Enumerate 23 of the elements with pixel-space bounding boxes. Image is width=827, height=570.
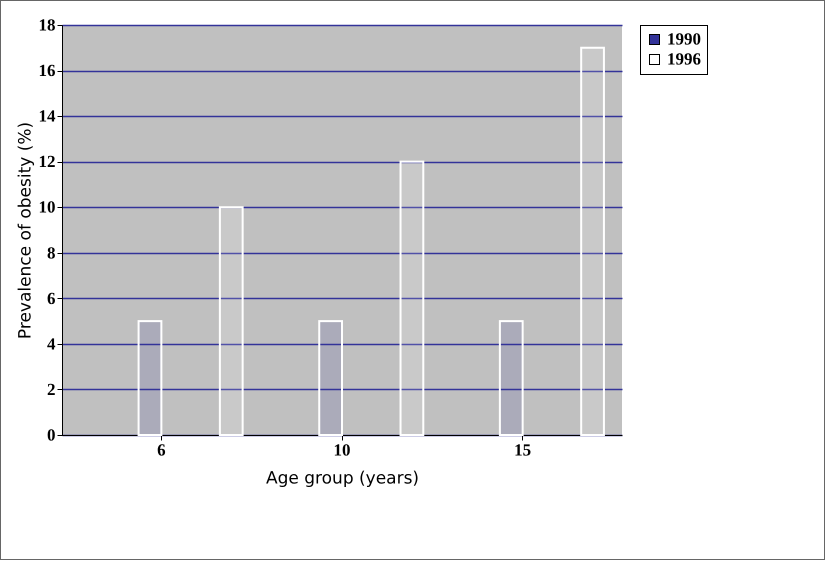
y-tick-label: 18	[38, 16, 56, 34]
bar	[580, 46, 605, 436]
y-tick-label: 4	[47, 334, 56, 354]
y-tick-label: 2	[47, 380, 56, 399]
y-axis-title: Prevalence of obesity (%)	[16, 122, 36, 340]
bar	[400, 160, 424, 436]
y-tick-label: 0	[47, 426, 56, 444]
bar	[318, 320, 343, 436]
bar	[498, 320, 524, 436]
legend-label: 1990	[667, 30, 701, 48]
x-axis-title: Age group (years)	[266, 468, 420, 488]
y-tick-label: 6	[47, 288, 56, 308]
x-tick-label: 15	[514, 440, 532, 460]
bar	[218, 206, 244, 436]
y-tick-label: 12	[38, 152, 56, 172]
y-tick-label: 8	[47, 243, 56, 262]
y-tick-label: 16	[38, 61, 56, 80]
y-tick-label: 10	[38, 198, 56, 217]
y-tick-label: 14	[38, 106, 56, 126]
x-tick-label: 6	[157, 440, 166, 460]
bar	[138, 320, 162, 436]
x-tick-label: 10	[334, 440, 350, 460]
legend-label: 1996	[667, 50, 701, 68]
